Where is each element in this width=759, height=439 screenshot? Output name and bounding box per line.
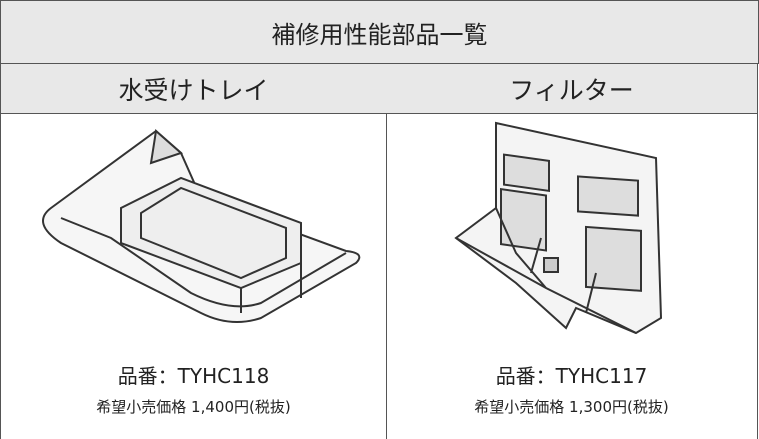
product-cell: 品番：TYHC118 希望小売価格 1,400円(税抜) (0, 113, 387, 439)
tray-illustration (42, 129, 361, 323)
part-number: 品番：TYHC117 (495, 364, 648, 388)
product-cell: 品番：TYHC117 希望小売価格 1,300円(税抜) (386, 113, 758, 439)
filter-illustration (454, 121, 663, 335)
part-number: 品番：TYHC118 (117, 364, 270, 388)
product-name: フィルター (386, 63, 758, 114)
table-title: 補修用性能部品一覧 (0, 0, 759, 64)
price: 希望小売価格 1,400円(税抜) (96, 398, 291, 416)
product-name: 水受けトレイ (0, 63, 387, 114)
price: 希望小売価格 1,300円(税抜) (474, 398, 669, 416)
